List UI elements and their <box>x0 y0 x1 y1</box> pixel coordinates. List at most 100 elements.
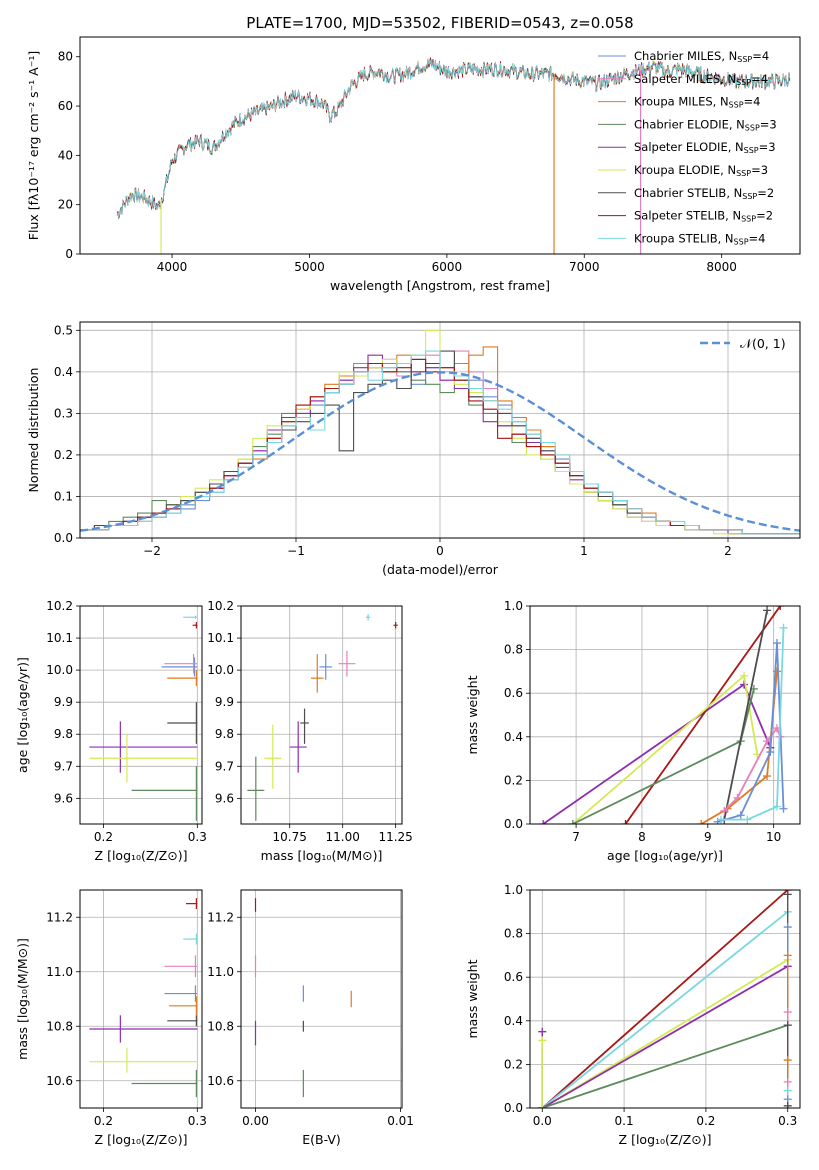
legend-subscript: SSP <box>736 169 751 178</box>
weight-marker-kroupa_stelib <box>779 623 788 632</box>
plot-area <box>116 57 791 254</box>
weight-marker-salpeter_miles <box>763 737 772 746</box>
y-tick-label: 1.0 <box>504 599 523 613</box>
y-tick-label: 0.6 <box>504 970 523 984</box>
legend-subscript: SSP <box>736 78 751 87</box>
axes-frame <box>79 889 203 1109</box>
weight-line-salpeter_elodie <box>542 683 772 824</box>
plot-area <box>89 615 198 821</box>
x-tick-label: 6000 <box>432 260 463 274</box>
weight-marker-kroupa_miles <box>772 667 781 676</box>
panel-age_vs_mass: 10.75 11.00 11.25 9.6 9.7 9.8 9.9 10.0 10.1 10.2 m… <box>207 599 413 863</box>
x-axis-label: Z [log₁₀(Z/Z⊙)] <box>95 1132 188 1147</box>
weight-line-salpeter_stelib <box>541 890 789 1108</box>
legend-label: 𝒩(0, 1) <box>740 336 786 351</box>
x-axis-label: wavelength [Angstrom, rest frame] <box>330 278 550 293</box>
y-tick-label: 10.0 <box>46 663 73 677</box>
y-tick-label: 60 <box>58 99 73 113</box>
legend-tail: =2 <box>757 186 774 200</box>
panel-mass_vs_ebv: 0.00 0.01 10.6 10.8 11.0 11.2 E(B-V) <box>207 889 414 1147</box>
y-tick-label: 10.0 <box>207 663 234 677</box>
x-tick-label: 8000 <box>706 260 737 274</box>
legend-tail: =4 <box>744 95 761 109</box>
y-tick-label: 0.3 <box>54 406 73 420</box>
x-tick-label: 5000 <box>294 260 325 274</box>
y-axis-label: Flux [fλ10⁻¹⁷ erg cm⁻² s⁻¹ A⁻¹] <box>26 51 41 240</box>
x-tick-label: 8 <box>638 830 646 844</box>
x-tick-label: 0.2 <box>94 830 113 844</box>
legend-subscript: SSP <box>737 55 752 64</box>
panel-weight_vs_age: 7 8 9 10 0.0 0.2 0.4 0.6 0.8 1.0 age [log₁₀(age/yr… <box>465 599 801 863</box>
y-tick-label: 0.6 <box>504 686 523 700</box>
legend-text: Chabrier ELODIE, N <box>634 117 745 131</box>
weight-marker-chabrier_miles <box>736 811 745 820</box>
y-tick-label: 0.4 <box>504 1014 523 1028</box>
y-axis-label: mass weight <box>465 959 480 1038</box>
x-tick-label: 0.3 <box>778 1114 797 1128</box>
panel-spectrum: 4000 5000 6000 7000 8000 0 20 40 60 80 wavelength … <box>26 36 801 293</box>
plot-area <box>538 890 792 1108</box>
legend-subscript: SSP <box>741 215 756 224</box>
legend-tail: =3 <box>759 140 776 154</box>
normal-curve <box>80 371 800 532</box>
legend-text: Kroupa STELIB, N <box>634 231 734 245</box>
legend-subscript: SSP <box>745 123 760 132</box>
panel-residuals: −2 −1 0 1 2 0.0 0.1 0.2 0.3 0.4 0.5 (data-model)/er… <box>26 321 801 577</box>
legend-label: Chabrier ELODIE, NSSP=3 <box>634 117 777 132</box>
x-tick-label: 0.0 <box>533 1114 552 1128</box>
legend-text: Kroupa MILES, N <box>634 95 729 109</box>
axes-frame <box>529 605 801 825</box>
x-tick-label: 2 <box>724 544 732 558</box>
x-tick-label: 0.1 <box>615 1114 634 1128</box>
x-tick-label: 0 <box>436 544 444 558</box>
weight-marker-chabrier_stelib <box>763 606 772 615</box>
axes-frame <box>240 889 403 1109</box>
x-tick-label: 0.00 <box>242 1114 269 1128</box>
y-tick-label: 9.6 <box>215 791 234 805</box>
y-tick-label: 9.7 <box>54 759 73 773</box>
axes-frame <box>79 36 801 255</box>
legend-tail: =4 <box>749 231 766 245</box>
legend-label: Kroupa MILES, NSSP=4 <box>634 95 760 110</box>
y-tick-label: 0.0 <box>504 1101 523 1115</box>
y-tick-label: 11.0 <box>207 965 234 979</box>
weight-marker-chabrier_miles <box>779 804 788 813</box>
x-tick-label: 1 <box>580 544 588 558</box>
panel-age_vs_Z: 0.2 0.3 9.6 9.7 9.8 9.9 10.0 10.1 10.2 Z [log₁₀(Z… <box>15 599 207 863</box>
weight-line-kroupa_stelib <box>541 911 789 1108</box>
legend-text: Kroupa ELODIE, N <box>634 163 736 177</box>
y-tick-label: 9.7 <box>215 759 234 773</box>
legend-label: Kroupa ELODIE, NSSP=3 <box>634 163 768 178</box>
y-tick-label: 11.0 <box>46 965 73 979</box>
weight-marker-salpeter_stelib <box>621 820 630 824</box>
y-tick-label: 10.6 <box>46 1074 73 1088</box>
legend-tail: =4 <box>751 72 768 86</box>
x-axis-label: Z [log₁₀(Z/Z⊙)] <box>619 1132 712 1147</box>
weight-marker-salpeter_elodie <box>740 680 749 689</box>
histogram-kroupa_stelib <box>80 350 800 535</box>
y-tick-label: 10.2 <box>46 599 73 613</box>
y-tick-label: 9.8 <box>54 727 73 741</box>
plot-area <box>254 898 402 1098</box>
y-tick-label: 10.6 <box>207 1074 234 1088</box>
legend-label: Salpeter MILES, NSSP=4 <box>634 72 768 87</box>
x-tick-label: 9 <box>704 830 712 844</box>
weight-marker-chabrier_miles <box>766 748 775 757</box>
axes-frame <box>79 321 801 539</box>
weight-marker-kroupa_elodie <box>740 671 749 680</box>
legend-text: Chabrier STELIB, N <box>634 186 742 200</box>
y-tick-label: 0.8 <box>504 643 523 657</box>
x-axis-label: (data-model)/error <box>382 562 499 577</box>
legend-subscript: SSP <box>729 101 744 110</box>
weight-marker-chabrier_elodie <box>568 820 577 824</box>
weight-line-chabrier_elodie <box>542 1024 788 1108</box>
y-tick-label: 9.9 <box>215 695 234 709</box>
legend-label: Kroupa STELIB, NSSP=4 <box>634 231 765 246</box>
y-tick-label: 10.8 <box>46 1019 73 1033</box>
x-tick-label: 0.3 <box>188 830 207 844</box>
legend-label: Salpeter ELODIE, NSSP=3 <box>634 140 776 155</box>
y-tick-label: 20 <box>58 198 73 212</box>
weight-marker-salpeter_miles <box>733 793 742 802</box>
